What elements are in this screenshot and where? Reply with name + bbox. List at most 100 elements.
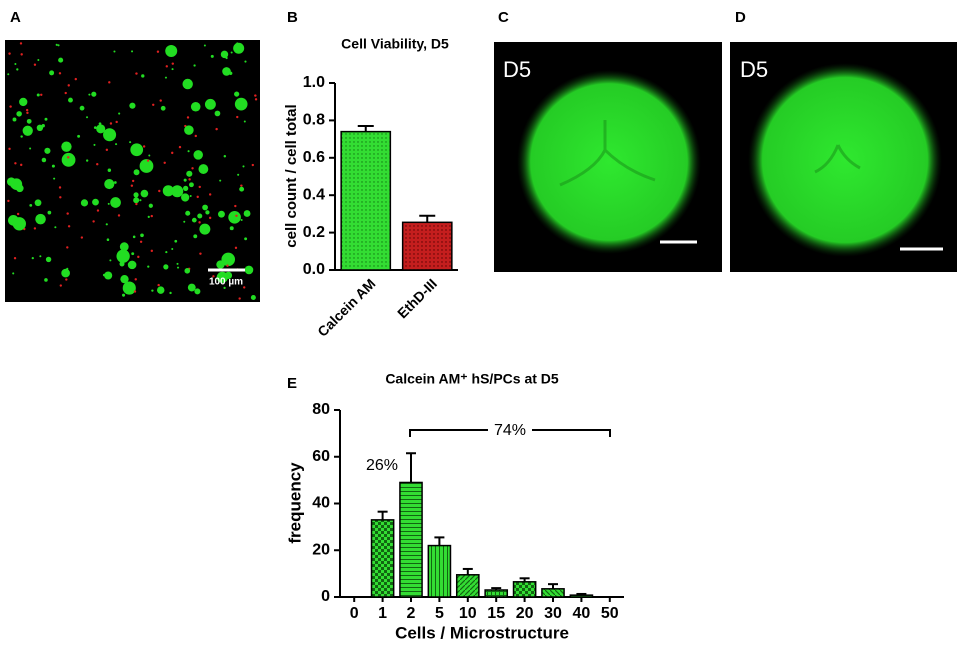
cell-dot	[105, 223, 108, 226]
cell-dot	[221, 252, 236, 267]
cell-dot	[113, 50, 116, 53]
panel-label: D	[735, 9, 746, 26]
cell-dot	[219, 179, 222, 182]
y-tick-label: 0.4	[303, 186, 325, 203]
x-tick-label: 0	[350, 605, 359, 622]
cell-dot	[33, 63, 37, 66]
y-tick-label: 0.6	[303, 149, 325, 166]
cell-dot	[41, 124, 45, 128]
cell-dot	[240, 218, 243, 221]
cell-dot	[157, 283, 160, 287]
cell-dot	[135, 202, 138, 206]
cell-dot	[139, 240, 143, 243]
error-bar	[419, 214, 436, 223]
cell-dot	[37, 58, 40, 61]
panel-label: C	[498, 9, 509, 26]
cell-dot	[156, 286, 165, 294]
cell-dot	[197, 213, 203, 219]
cell-dot	[139, 159, 154, 173]
cell-dot	[104, 271, 113, 280]
cell-dot	[164, 76, 167, 79]
cell-dot	[196, 195, 199, 199]
cell-dot	[102, 273, 106, 277]
cell-dot	[77, 134, 81, 138]
bar	[484, 589, 509, 598]
panel-label: B	[287, 9, 298, 26]
cell-dot	[146, 159, 150, 162]
cell-dot	[233, 42, 245, 54]
bar	[427, 544, 452, 598]
cell-dot	[236, 115, 239, 119]
cell-dot	[152, 103, 155, 107]
cell-dot	[184, 268, 191, 274]
cell-dot	[33, 227, 37, 230]
cell-dot	[212, 275, 215, 278]
cell-dot	[67, 225, 71, 228]
cell-dot	[174, 239, 178, 243]
cell-dot	[239, 186, 245, 192]
x-tick-label: 2	[407, 605, 416, 622]
cell-dot	[31, 256, 34, 260]
cell-dot	[198, 221, 201, 224]
y-tick-label: 0.8	[303, 112, 325, 129]
cell-dot	[176, 262, 179, 265]
cell-dot	[64, 91, 67, 95]
cell-dot	[202, 204, 208, 211]
cell-dot	[199, 223, 211, 235]
cell-dot	[185, 210, 191, 216]
cell-dot	[141, 74, 145, 78]
x-tick-label: 50	[601, 605, 619, 622]
cell-dot	[238, 297, 241, 300]
cell-dot	[66, 212, 69, 215]
cell-dot	[163, 161, 166, 164]
cell-dot	[103, 128, 117, 142]
error-bar	[406, 452, 416, 483]
cell-dot	[129, 141, 132, 144]
cell-dot	[187, 150, 190, 153]
cell-dot	[54, 226, 57, 229]
y-tick-label: 0	[321, 588, 330, 605]
chart-title: Calcein AM⁺ hS/PCs at D5	[385, 371, 559, 387]
cell-dot	[91, 91, 97, 97]
cell-dot	[254, 98, 258, 101]
cell-dot	[193, 150, 203, 160]
bar	[569, 594, 594, 598]
error-bar	[377, 510, 388, 520]
cell-dot	[12, 217, 26, 231]
cell-dot	[131, 179, 135, 183]
y-axis-title: frequency	[285, 462, 304, 544]
cell-dot	[25, 108, 29, 112]
cell-dot	[19, 42, 23, 45]
cell-dot	[119, 242, 129, 252]
error-bar	[357, 125, 374, 132]
cell-dot	[20, 53, 23, 56]
cell-dot	[36, 124, 44, 131]
cell-dots	[6, 42, 258, 301]
x-tick-label: 10	[459, 605, 477, 622]
cell-dot	[193, 234, 198, 239]
cell-dot	[96, 162, 99, 166]
image-label: D5	[740, 57, 768, 82]
x-tick-label: 5	[435, 605, 444, 622]
cell-dot	[193, 64, 196, 67]
cell-dot	[251, 163, 255, 167]
cell-dot	[98, 122, 102, 126]
cell-boundary	[559, 120, 656, 187]
cell-dot	[222, 67, 231, 76]
cell-dot	[59, 196, 62, 199]
cell-dot	[133, 192, 139, 198]
cell-dot	[150, 249, 154, 253]
cell-dot	[163, 264, 169, 270]
cell-dot	[129, 102, 136, 109]
image-label: D5	[503, 57, 531, 82]
error-bar	[548, 583, 558, 589]
cell-dot	[148, 154, 151, 157]
cell-dot	[191, 217, 197, 223]
cell-dot	[184, 125, 194, 135]
cell-dot	[151, 289, 154, 292]
cell-dot	[165, 65, 168, 68]
bar	[512, 581, 537, 598]
cell-dot	[220, 50, 229, 59]
cell-dot	[93, 143, 96, 146]
cell-dot	[230, 51, 233, 54]
